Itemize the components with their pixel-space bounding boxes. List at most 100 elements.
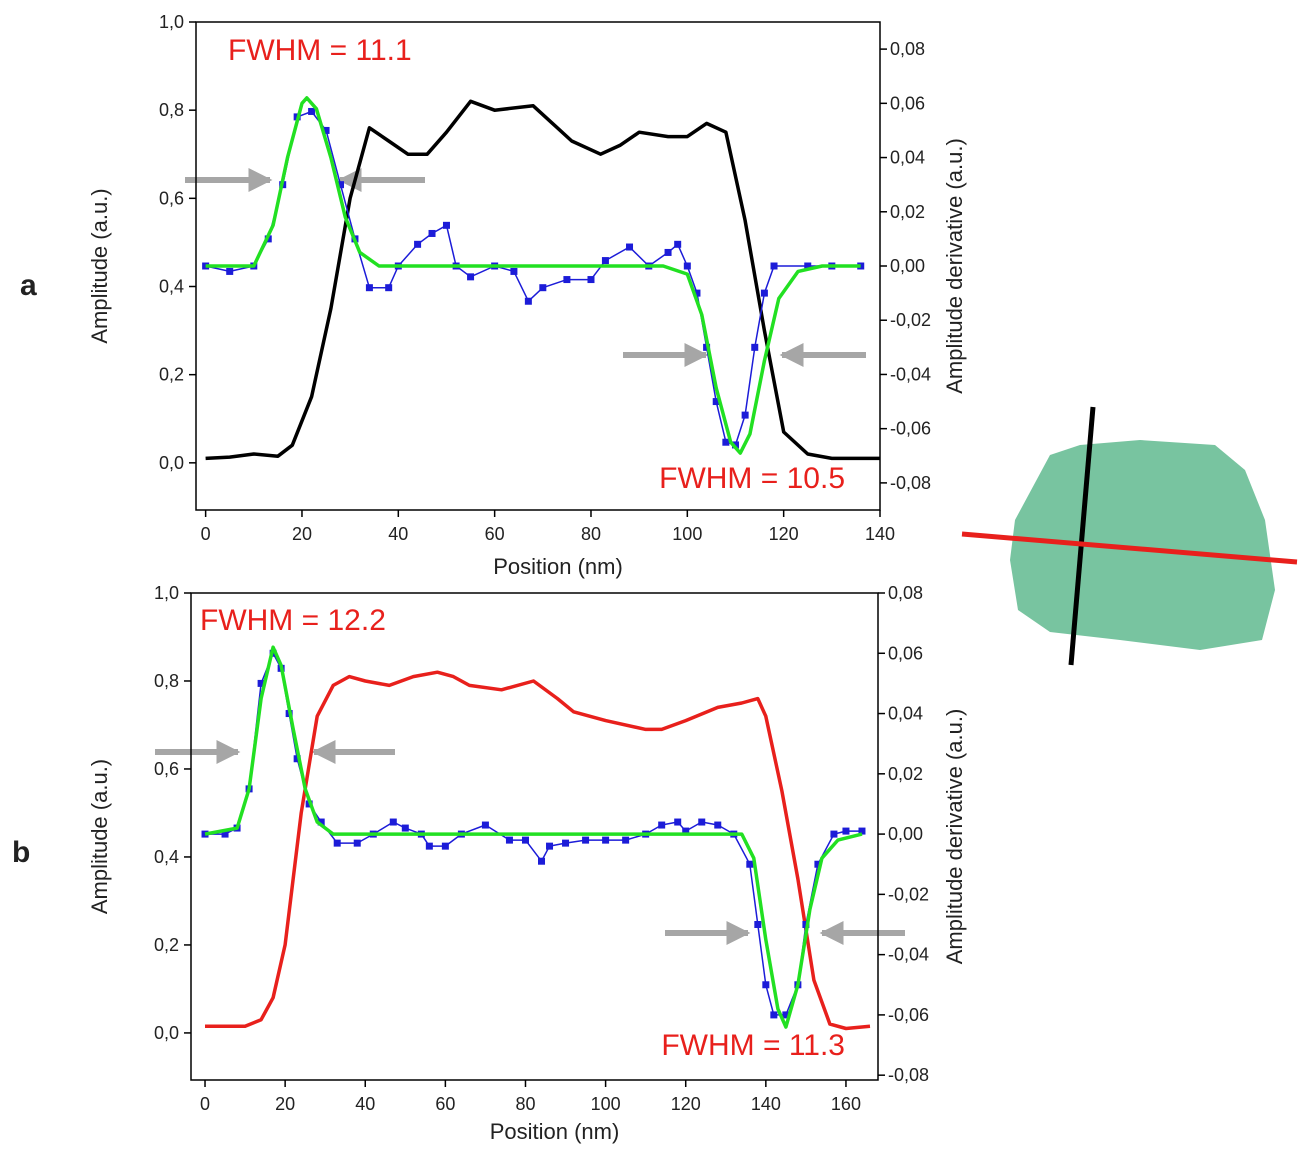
- x-tick-label: 0: [201, 524, 211, 544]
- data-point: [582, 836, 590, 844]
- data-point: [741, 411, 749, 419]
- y-tick-label: 0,2: [154, 935, 179, 955]
- x-tick-label: 60: [435, 1094, 455, 1114]
- x-tick-label: 120: [769, 524, 799, 544]
- y2-tick-label: -0,02: [888, 884, 929, 904]
- x-tick-label: 140: [751, 1094, 781, 1114]
- data-point: [317, 818, 325, 826]
- data-point: [401, 824, 409, 832]
- y-tick-label: 0,0: [159, 453, 184, 473]
- x-tick-label: 40: [388, 524, 408, 544]
- data-point: [293, 755, 301, 763]
- x-tick-label: 80: [515, 1094, 535, 1114]
- y-axis-label: Amplitude (a.u.): [87, 188, 112, 343]
- y2-tick-label: -0,04: [890, 364, 931, 384]
- x-tick-label: 60: [485, 524, 505, 544]
- y2-tick-label: 0,00: [890, 256, 925, 276]
- x-tick-label: 40: [355, 1094, 375, 1114]
- data-point: [414, 240, 422, 248]
- data-point: [481, 821, 489, 829]
- x-tick-label: 120: [671, 1094, 701, 1114]
- data-point: [731, 441, 739, 449]
- plot-frame: [190, 592, 879, 1081]
- y-tick-label: 0,6: [159, 188, 184, 208]
- y-tick-label: 0,2: [159, 365, 184, 385]
- y2-tick-label: 0,04: [888, 704, 923, 724]
- data-line: [205, 670, 871, 1031]
- y2-tick-label: -0,08: [888, 1065, 929, 1085]
- data-point: [257, 679, 265, 687]
- y2-axis-label: Amplitude derivative (a.u.): [942, 138, 967, 394]
- y2-tick-label: -0,06: [890, 419, 931, 439]
- fwhm-annotation: FWHM = 10.5: [659, 462, 845, 495]
- data-point: [524, 297, 532, 305]
- chart: 0 20 40 60 80 100 120 140 160 0,0 0,2 0,4 0,6 0,8 1,0 -…: [12, 583, 967, 1144]
- data-point: [441, 842, 449, 850]
- data-point: [858, 827, 866, 835]
- x-tick-label: 160: [831, 1094, 861, 1114]
- y-tick-label: 0,8: [154, 671, 179, 691]
- data-point: [674, 240, 682, 248]
- data-point: [353, 839, 361, 847]
- data-line: [205, 99, 880, 461]
- y2-tick-label: 0,08: [888, 583, 923, 603]
- data-point: [762, 981, 770, 989]
- data-point: [587, 276, 595, 284]
- x-tick-label: 80: [581, 524, 601, 544]
- y2-tick-label: 0,06: [890, 93, 925, 113]
- data-point: [365, 284, 373, 292]
- x-tick-label: 0: [200, 1094, 210, 1114]
- data-point: [562, 839, 570, 847]
- data-point: [722, 438, 730, 446]
- y2-axis-label: Amplitude derivative (a.u.): [942, 709, 967, 965]
- fwhm-annotation: FWHM = 12.2: [200, 604, 386, 637]
- data-point: [770, 1011, 778, 1019]
- x-tick-label: 100: [591, 1094, 621, 1114]
- y2-tick-label: 0,08: [890, 39, 925, 59]
- y2-tick-label: 0,00: [888, 824, 923, 844]
- y-tick-label: 1,0: [154, 583, 179, 603]
- data-point: [770, 262, 778, 270]
- data-point: [538, 857, 546, 865]
- data-point: [510, 267, 518, 275]
- y-tick-label: 0,4: [159, 276, 184, 296]
- particle-shape: [1010, 440, 1275, 650]
- data-point: [683, 262, 691, 270]
- data-point: [602, 836, 610, 844]
- data-point: [601, 257, 609, 265]
- data-point: [226, 267, 234, 275]
- data-point: [389, 818, 397, 826]
- data-point: [674, 818, 682, 826]
- data-point: [693, 289, 701, 297]
- x-tick-label: 20: [275, 1094, 295, 1114]
- data-point: [814, 860, 822, 868]
- y2-tick-label: -0,02: [890, 310, 931, 330]
- data-point: [664, 248, 672, 256]
- data-point: [546, 842, 554, 850]
- data-point: [521, 836, 529, 844]
- y-tick-label: 1,0: [159, 12, 184, 32]
- data-point: [322, 126, 330, 134]
- data-point: [563, 276, 571, 284]
- x-tick-label: 20: [292, 524, 312, 544]
- profile-line-b: [961, 531, 1298, 565]
- y2-tick-label: 0,04: [890, 148, 925, 168]
- data-point: [754, 920, 762, 928]
- data-point: [626, 243, 634, 251]
- y-tick-label: 0,0: [154, 1023, 179, 1043]
- x-axis-label: Position (nm): [490, 1119, 620, 1144]
- data-point: [712, 398, 720, 406]
- data-point: [428, 229, 436, 237]
- data-point: [698, 818, 706, 826]
- data-line: [204, 645, 863, 1029]
- data-point: [337, 181, 345, 189]
- data-point: [539, 284, 547, 292]
- fwhm-annotation: FWHM = 11.3: [661, 1029, 845, 1062]
- derivative-line: [205, 110, 861, 446]
- data-point: [467, 273, 475, 281]
- y2-tick-label: 0,02: [888, 764, 923, 784]
- x-axis-label: Position (nm): [493, 554, 623, 579]
- arrows: [155, 168, 905, 945]
